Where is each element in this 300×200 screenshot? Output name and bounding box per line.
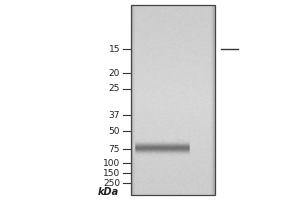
Text: kDa: kDa <box>97 187 118 197</box>
Text: 20: 20 <box>109 68 120 77</box>
Text: 75: 75 <box>109 144 120 154</box>
Text: 250: 250 <box>103 178 120 188</box>
Text: 150: 150 <box>103 168 120 178</box>
Text: 25: 25 <box>109 84 120 93</box>
Text: 50: 50 <box>109 127 120 136</box>
Text: 15: 15 <box>109 45 120 53</box>
Text: 100: 100 <box>103 158 120 168</box>
Text: 37: 37 <box>109 110 120 119</box>
